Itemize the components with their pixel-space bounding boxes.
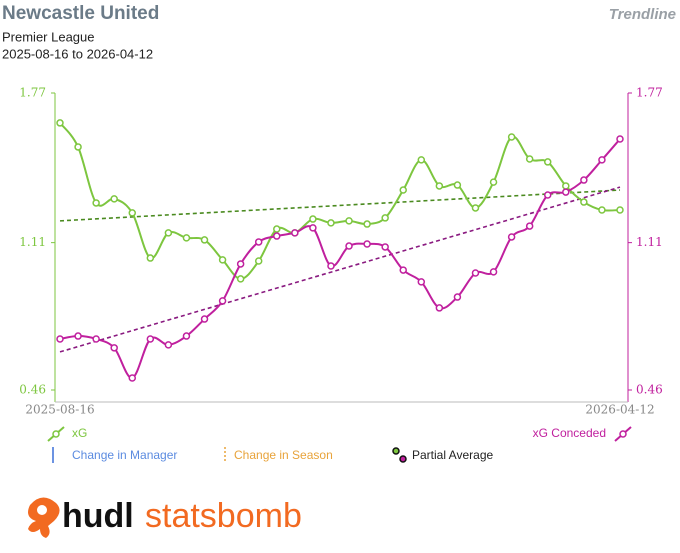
point (218, 256, 227, 264)
y-tick-label: 1.11 (19, 235, 46, 249)
logo-icon (28, 497, 60, 538)
point (345, 242, 353, 250)
point (273, 232, 281, 240)
legend-swatch (52, 430, 60, 438)
point (345, 217, 353, 225)
point (164, 341, 173, 349)
series-line (59, 138, 621, 379)
logo-text: statsbomb (145, 497, 302, 535)
logo-text: hudl (62, 497, 134, 535)
point (128, 374, 137, 382)
point (92, 199, 100, 207)
point (417, 156, 426, 164)
legend-label: xG (72, 426, 87, 440)
legend-swatch (399, 455, 407, 463)
point (471, 204, 480, 212)
point (110, 344, 118, 352)
point (92, 335, 100, 343)
point (236, 275, 245, 283)
point (309, 224, 317, 232)
point (182, 234, 191, 242)
y2-tick-label: 1.11 (636, 235, 663, 249)
y2-tick-label: 1.77 (636, 86, 663, 100)
point (417, 278, 426, 286)
point (471, 269, 480, 277)
x-tick-label: 2025-08-16 (25, 403, 94, 417)
x-tick-label: 2026-04-12 (585, 403, 654, 417)
point (616, 135, 624, 143)
point (489, 178, 498, 186)
legend-swatch (392, 447, 400, 455)
point (164, 229, 173, 237)
point (562, 188, 570, 196)
trendline (59, 189, 621, 222)
point (146, 254, 155, 262)
legend-label: Change in Season (234, 448, 333, 462)
chart-title: Newcastle United (2, 3, 159, 24)
point (56, 335, 64, 343)
point (543, 158, 552, 166)
point (543, 191, 552, 199)
point (363, 220, 371, 228)
point (218, 297, 227, 305)
point (381, 214, 389, 222)
legend-swatch (619, 430, 627, 438)
point (525, 222, 534, 230)
point (580, 198, 588, 206)
point (309, 215, 317, 223)
point (254, 257, 263, 265)
point (74, 143, 82, 151)
logo: hudl statsbomb (28, 497, 302, 538)
point (598, 206, 606, 214)
point (128, 209, 137, 217)
point (489, 268, 498, 276)
point (507, 233, 516, 241)
point (56, 119, 64, 127)
point (525, 155, 534, 163)
legend-label: Partial Average (412, 448, 493, 462)
point (363, 240, 371, 248)
point (110, 195, 118, 203)
legend-label: Change in Manager (72, 448, 177, 462)
point (273, 225, 281, 233)
mode-label: Trendline (609, 6, 676, 23)
legend-label: xG Conceded (533, 426, 606, 440)
point (291, 229, 299, 237)
point (598, 156, 606, 164)
point (182, 332, 191, 340)
point (435, 182, 444, 190)
point (254, 238, 263, 246)
point (453, 293, 462, 301)
point (562, 182, 570, 190)
point (399, 186, 407, 194)
y-tick-label: 0.46 (19, 383, 46, 397)
y2-tick-label: 0.46 (636, 383, 663, 397)
y-tick-label: 1.77 (19, 86, 46, 100)
subtitle: Premier League (2, 29, 95, 44)
series-line (59, 122, 621, 280)
point (580, 176, 588, 184)
point (399, 266, 407, 274)
point (435, 304, 444, 312)
point (146, 335, 155, 343)
point (200, 236, 209, 244)
date-range: 2025-08-16 to 2026-04-12 (2, 46, 153, 61)
point (74, 332, 82, 340)
point (200, 315, 209, 323)
point (327, 219, 335, 227)
trendline (59, 186, 621, 353)
point (381, 243, 389, 251)
point (507, 133, 516, 141)
logo-icon-eye (37, 505, 47, 515)
point (236, 260, 245, 268)
point (616, 206, 624, 214)
point (453, 181, 462, 189)
point (327, 262, 335, 270)
